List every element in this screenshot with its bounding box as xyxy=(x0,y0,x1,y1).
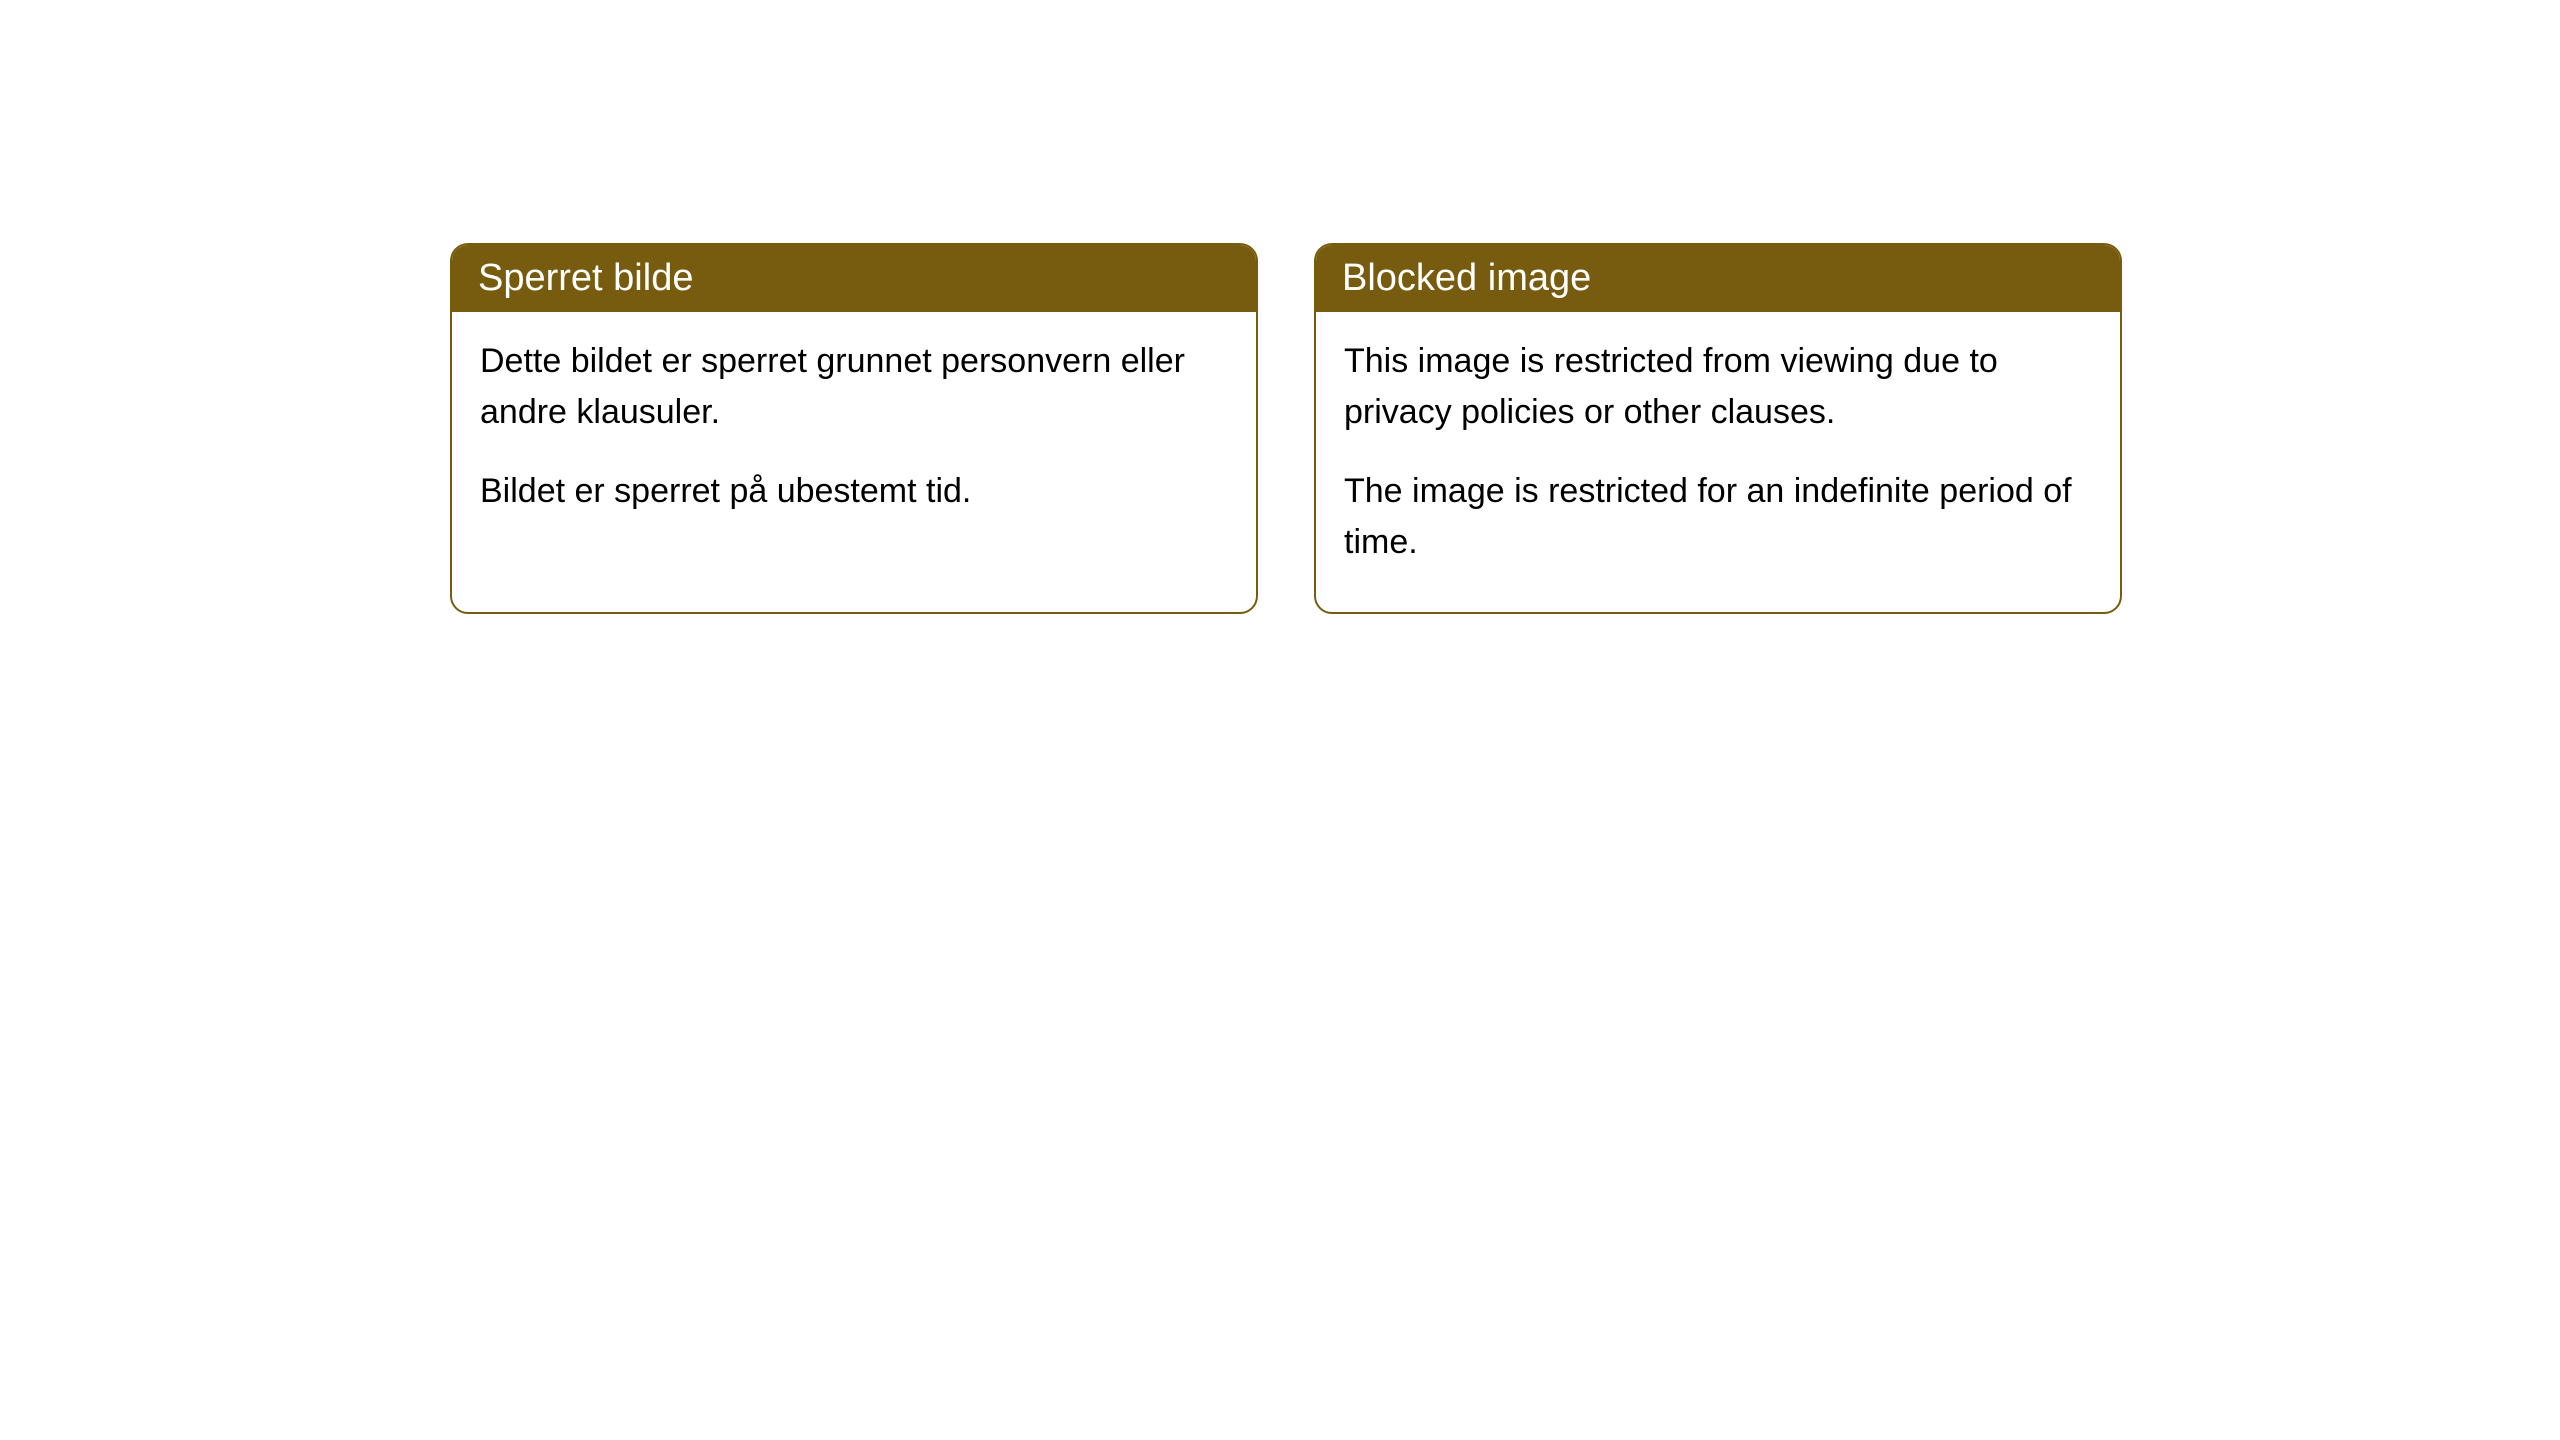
card-paragraph: The image is restricted for an indefinit… xyxy=(1344,466,2092,568)
card-header: Blocked image xyxy=(1316,245,2120,312)
notice-card-english: Blocked image This image is restricted f… xyxy=(1314,243,2122,614)
notice-card-norwegian: Sperret bilde Dette bildet er sperret gr… xyxy=(450,243,1258,614)
card-title: Sperret bilde xyxy=(478,257,693,299)
card-container: Sperret bilde Dette bildet er sperret gr… xyxy=(450,243,2122,614)
card-paragraph: This image is restricted from viewing du… xyxy=(1344,336,2092,438)
card-body: This image is restricted from viewing du… xyxy=(1316,312,2120,612)
card-paragraph: Bildet er sperret på ubestemt tid. xyxy=(480,466,1228,517)
card-header: Sperret bilde xyxy=(452,245,1256,312)
card-title: Blocked image xyxy=(1342,257,1591,299)
card-paragraph: Dette bildet er sperret grunnet personve… xyxy=(480,336,1228,438)
card-body: Dette bildet er sperret grunnet personve… xyxy=(452,312,1256,561)
